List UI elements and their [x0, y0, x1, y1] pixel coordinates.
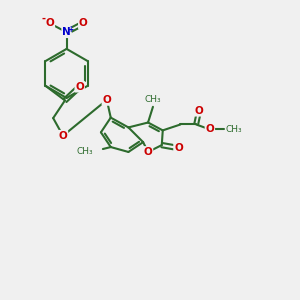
Text: O: O: [46, 18, 54, 28]
Text: CH₃: CH₃: [145, 95, 161, 104]
Text: O: O: [174, 143, 183, 153]
Text: O: O: [144, 147, 152, 157]
Text: O: O: [75, 82, 84, 92]
Text: N: N: [62, 27, 71, 37]
Text: CH₃: CH₃: [76, 148, 93, 157]
Text: O: O: [79, 18, 88, 28]
Text: +: +: [68, 25, 74, 34]
Text: O: O: [206, 124, 214, 134]
Text: -: -: [41, 14, 45, 23]
Text: O: O: [58, 131, 68, 141]
Text: O: O: [195, 106, 203, 116]
Text: O: O: [102, 95, 111, 105]
Text: CH₃: CH₃: [226, 125, 242, 134]
